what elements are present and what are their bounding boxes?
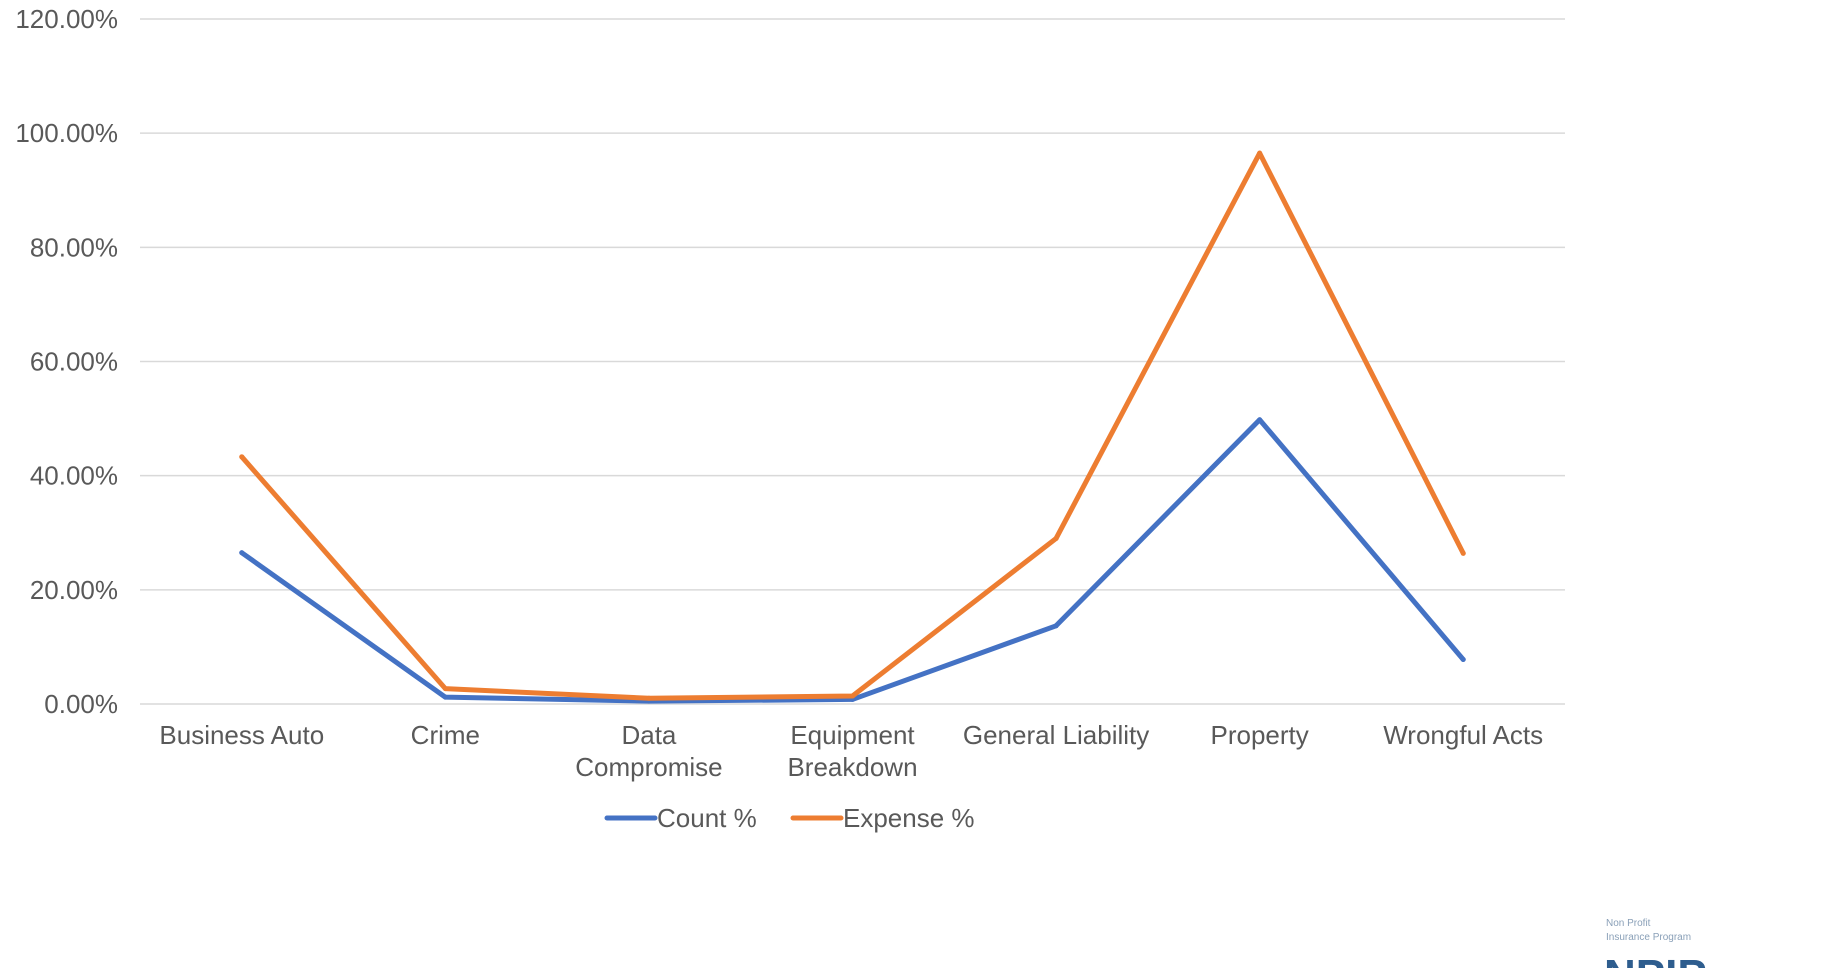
data-point bbox=[1053, 535, 1059, 541]
y-tick-label: 60.00% bbox=[30, 347, 118, 377]
legend: Count % Expense % bbox=[604, 803, 975, 833]
data-point bbox=[442, 686, 448, 692]
npip-logo: Non Profit Insurance Program NPIP bbox=[1604, 918, 1707, 968]
x-tick-label-line: Compromise bbox=[575, 752, 722, 782]
x-tick-label-line: Wrongful Acts bbox=[1383, 720, 1543, 750]
series-line-2 bbox=[239, 150, 1466, 701]
legend-label: Count % bbox=[657, 803, 757, 833]
x-tick-label-line: Equipment bbox=[790, 720, 915, 750]
logo-line1: Non Profit bbox=[1606, 918, 1651, 929]
data-point bbox=[442, 694, 448, 700]
y-tick-label: 40.00% bbox=[30, 461, 118, 491]
y-axis-tick-labels: 0.00% 20.00% 40.00% 60.00% 80.00% 100.00% 120.… bbox=[15, 4, 118, 719]
data-point bbox=[239, 454, 245, 460]
x-tick-label-line: Crime bbox=[411, 720, 480, 750]
x-tick-label: Crime bbox=[411, 720, 480, 750]
x-tick-label: General Liability bbox=[963, 720, 1149, 750]
x-tick-label: Data Compromise bbox=[575, 720, 722, 782]
gridlines bbox=[140, 18, 1565, 705]
data-point bbox=[1257, 150, 1263, 156]
series-line-1 bbox=[239, 417, 1466, 704]
y-tick-label: 20.00% bbox=[30, 575, 118, 605]
x-tick-label-line: Data bbox=[621, 720, 676, 750]
data-point bbox=[239, 550, 245, 556]
data-point bbox=[1053, 623, 1059, 629]
data-point bbox=[646, 695, 652, 701]
x-tick-label-line: Property bbox=[1211, 720, 1309, 750]
data-point bbox=[850, 693, 855, 699]
logo-line2: Insurance Program bbox=[1606, 932, 1691, 943]
x-tick-label: Wrongful Acts bbox=[1383, 720, 1543, 750]
x-axis-tick-labels: Business Auto Crime Data Compromise Equipmen… bbox=[159, 720, 1543, 782]
data-point bbox=[1257, 417, 1263, 423]
data-point bbox=[1460, 550, 1466, 556]
x-tick-label: Equipment Breakdown bbox=[787, 720, 917, 782]
data-point bbox=[1460, 656, 1466, 662]
x-tick-label-line: General Liability bbox=[963, 720, 1149, 750]
x-tick-label: Property bbox=[1211, 720, 1309, 750]
y-tick-label: 120.00% bbox=[15, 4, 118, 34]
y-tick-label: 0.00% bbox=[44, 689, 118, 719]
x-tick-label-line: Breakdown bbox=[787, 752, 917, 782]
x-tick-label: Business Auto bbox=[159, 720, 324, 750]
logo-mark: NPIP bbox=[1604, 951, 1707, 968]
x-tick-label-line: Business Auto bbox=[159, 720, 324, 750]
y-tick-label: 80.00% bbox=[30, 232, 118, 262]
legend-label: Expense % bbox=[843, 803, 975, 833]
series-lines bbox=[239, 150, 1466, 704]
y-tick-label: 100.00% bbox=[15, 118, 118, 148]
